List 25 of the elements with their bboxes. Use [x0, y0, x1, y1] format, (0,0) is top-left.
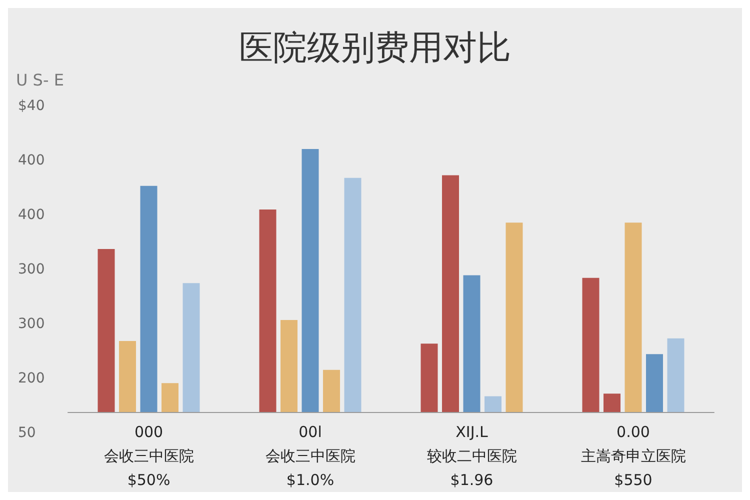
x-tick-label: XIJ.L 较收二中医院 $1.96 [426, 423, 517, 489]
bar [582, 278, 600, 412]
x-tick-label: 0.00 主嵩奇申立医院 $550 [580, 423, 686, 489]
bar [162, 383, 178, 412]
bar [463, 275, 480, 412]
bar [323, 370, 340, 412]
bar [420, 344, 438, 412]
text: 400 [18, 207, 45, 223]
text: 300 [18, 262, 45, 278]
text: 50 [18, 425, 36, 441]
bar [259, 209, 276, 412]
bar [98, 248, 115, 412]
bar [302, 149, 319, 412]
x-tick-label: 00l 会收三中医院 $1.0% [265, 423, 356, 489]
bar [140, 186, 158, 412]
chart-title: 医院级别费用对比 [239, 28, 511, 68]
bar [182, 283, 200, 412]
bar [667, 338, 684, 412]
y-axis-title: U S- E [16, 70, 64, 90]
text: $40 [18, 98, 45, 114]
text: 300 [18, 316, 45, 332]
text: 400 [18, 152, 45, 168]
bar [344, 178, 362, 412]
text: 200 [18, 370, 45, 386]
x-tick-label: 000 会收三中医院 $50% [104, 423, 194, 489]
